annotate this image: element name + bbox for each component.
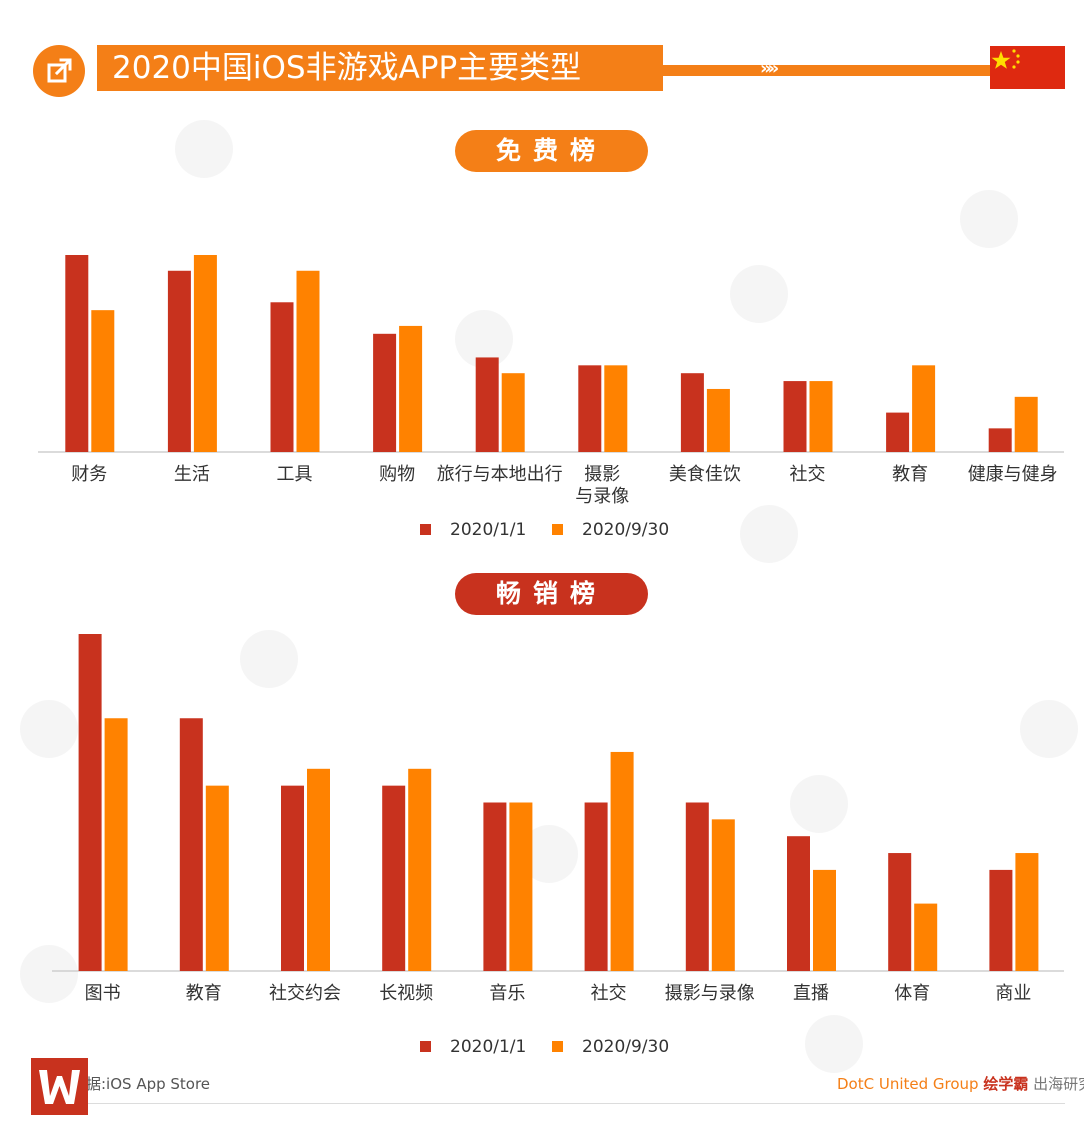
- flag-large-star: [991, 51, 1011, 69]
- bar-2020-9-30: [399, 325, 423, 452]
- free-chart: 财务 生活 工具 购物 旅行与本地出行 摄影与录像 美食佳饮 社交 教育 健康与健身 2020/1/…: [38, 255, 1064, 540]
- china-flag-icon: [990, 46, 1065, 89]
- bar-2020-9-30: [205, 785, 229, 971]
- credit-note: DotC United Group 绘学霸 出海研究院: [837, 1073, 1084, 1094]
- watermark-logo: [175, 120, 233, 178]
- category-label: 财务: [71, 464, 107, 485]
- free-chart-label: 免费榜: [455, 130, 648, 172]
- legend-label: 2020/9/30: [582, 520, 669, 540]
- bar-2020-9-30: [307, 768, 330, 971]
- watermark-logo: [240, 630, 298, 688]
- bar-2020-1-1: [989, 869, 1013, 971]
- bar-2020-9-30: [604, 365, 628, 452]
- bar-2020-9-30: [408, 768, 432, 971]
- bar-2020-1-1: [179, 718, 203, 971]
- category-label: 生活: [174, 464, 210, 485]
- bar-2020-1-1: [373, 333, 397, 452]
- source-note: 据:iOS App Store: [86, 1075, 211, 1093]
- bar-2020-1-1: [270, 302, 294, 452]
- category-label: 健康与健身: [968, 464, 1058, 485]
- bar-2020-9-30: [912, 365, 936, 452]
- bar-2020-1-1: [65, 255, 89, 452]
- bar-2020-1-1: [578, 365, 602, 452]
- category-label: 社交约会: [269, 983, 341, 1004]
- bar-2020-9-30: [610, 751, 634, 971]
- credit-brand: 绘学霸: [983, 1075, 1029, 1093]
- watermark-logo: [1020, 700, 1078, 758]
- bar-2020-1-1: [886, 412, 910, 452]
- share-icon: [47, 58, 72, 83]
- legend-label: 2020/1/1: [450, 1037, 526, 1057]
- category-label: 旅行与本地出行: [437, 464, 563, 485]
- legend-swatch: [552, 1041, 563, 1052]
- credit-prefix: DotC United Group: [837, 1075, 979, 1093]
- legend-swatch: [420, 1041, 431, 1052]
- chevron-right-icon: »»: [760, 58, 779, 79]
- bar-2020-1-1: [167, 270, 191, 452]
- category-label: 商业: [995, 983, 1031, 1004]
- legend-swatch: [420, 524, 431, 535]
- watermark-logo: [20, 945, 78, 1003]
- category-label: 图书: [85, 983, 121, 1004]
- watermark-logo: [730, 265, 788, 323]
- bar-2020-1-1: [281, 785, 304, 971]
- bar-2020-9-30: [91, 310, 115, 452]
- bar-2020-9-30: [914, 903, 938, 971]
- bar-2020-9-30: [1015, 853, 1039, 971]
- bar-2020-9-30: [509, 802, 533, 971]
- category-label: 长视频: [379, 983, 433, 1004]
- bar-2020-1-1: [787, 836, 810, 971]
- category-label: 教育: [186, 983, 222, 1004]
- watermark-logo: [805, 1015, 863, 1073]
- watermark-logo: [740, 505, 798, 563]
- category-label: 摄影与录像: [665, 983, 755, 1004]
- grossing-chart-label: 畅销榜: [455, 573, 648, 615]
- category-label: 社交: [591, 983, 627, 1004]
- category-label: 美食佳饮: [669, 464, 741, 485]
- category-label: 社交: [790, 464, 826, 485]
- category-label: 与录像: [575, 486, 629, 507]
- brand-logo: [31, 1058, 88, 1115]
- watermark-logo: [20, 700, 78, 758]
- share-icon-badge: [33, 45, 85, 97]
- credit-suffix: 出海研究院: [1033, 1075, 1084, 1093]
- legend-label: 2020/9/30: [582, 1037, 669, 1057]
- bar-2020-9-30: [501, 373, 525, 452]
- legend-swatch: [552, 524, 563, 535]
- bar-2020-1-1: [680, 373, 704, 452]
- bar-2020-1-1: [584, 802, 608, 971]
- category-label: 体育: [894, 983, 930, 1004]
- bar-2020-9-30: [809, 381, 833, 452]
- bar-2020-1-1: [78, 634, 102, 971]
- watermark-logo: [790, 775, 848, 833]
- category-label: 摄影: [584, 464, 620, 485]
- bar-2020-1-1: [382, 785, 406, 971]
- footer-divider: [35, 1103, 1065, 1104]
- bar-2020-1-1: [888, 853, 912, 971]
- category-label: 教育: [892, 464, 928, 485]
- grossing-chart: 图书 教育 社交约会 长视频 音乐 社交 摄影与录像 直播 体育 商业 2020/1/1 2020/9…: [52, 634, 1064, 1057]
- bar-2020-9-30: [711, 819, 735, 971]
- category-label: 音乐: [489, 983, 525, 1004]
- bar-2020-9-30: [296, 270, 320, 452]
- category-label: 购物: [379, 464, 415, 485]
- legend-label: 2020/1/1: [450, 520, 526, 540]
- bar-2020-1-1: [988, 428, 1012, 452]
- bar-2020-9-30: [1014, 396, 1038, 452]
- bar-2020-1-1: [483, 802, 507, 971]
- bar-2020-1-1: [783, 381, 807, 452]
- page-title: 2020中国iOS非游戏APP主要类型: [112, 50, 582, 86]
- bar-2020-9-30: [104, 718, 128, 971]
- category-label: 直播: [793, 983, 829, 1004]
- bar-2020-9-30: [706, 388, 730, 452]
- bar-2020-9-30: [813, 869, 836, 971]
- category-label: 工具: [277, 464, 313, 485]
- header-rule: [663, 65, 991, 76]
- bar-2020-1-1: [475, 357, 499, 452]
- title-bar: [97, 45, 663, 91]
- watermark-logo: [960, 190, 1018, 248]
- bar-2020-1-1: [685, 802, 709, 971]
- bar-2020-9-30: [193, 255, 217, 452]
